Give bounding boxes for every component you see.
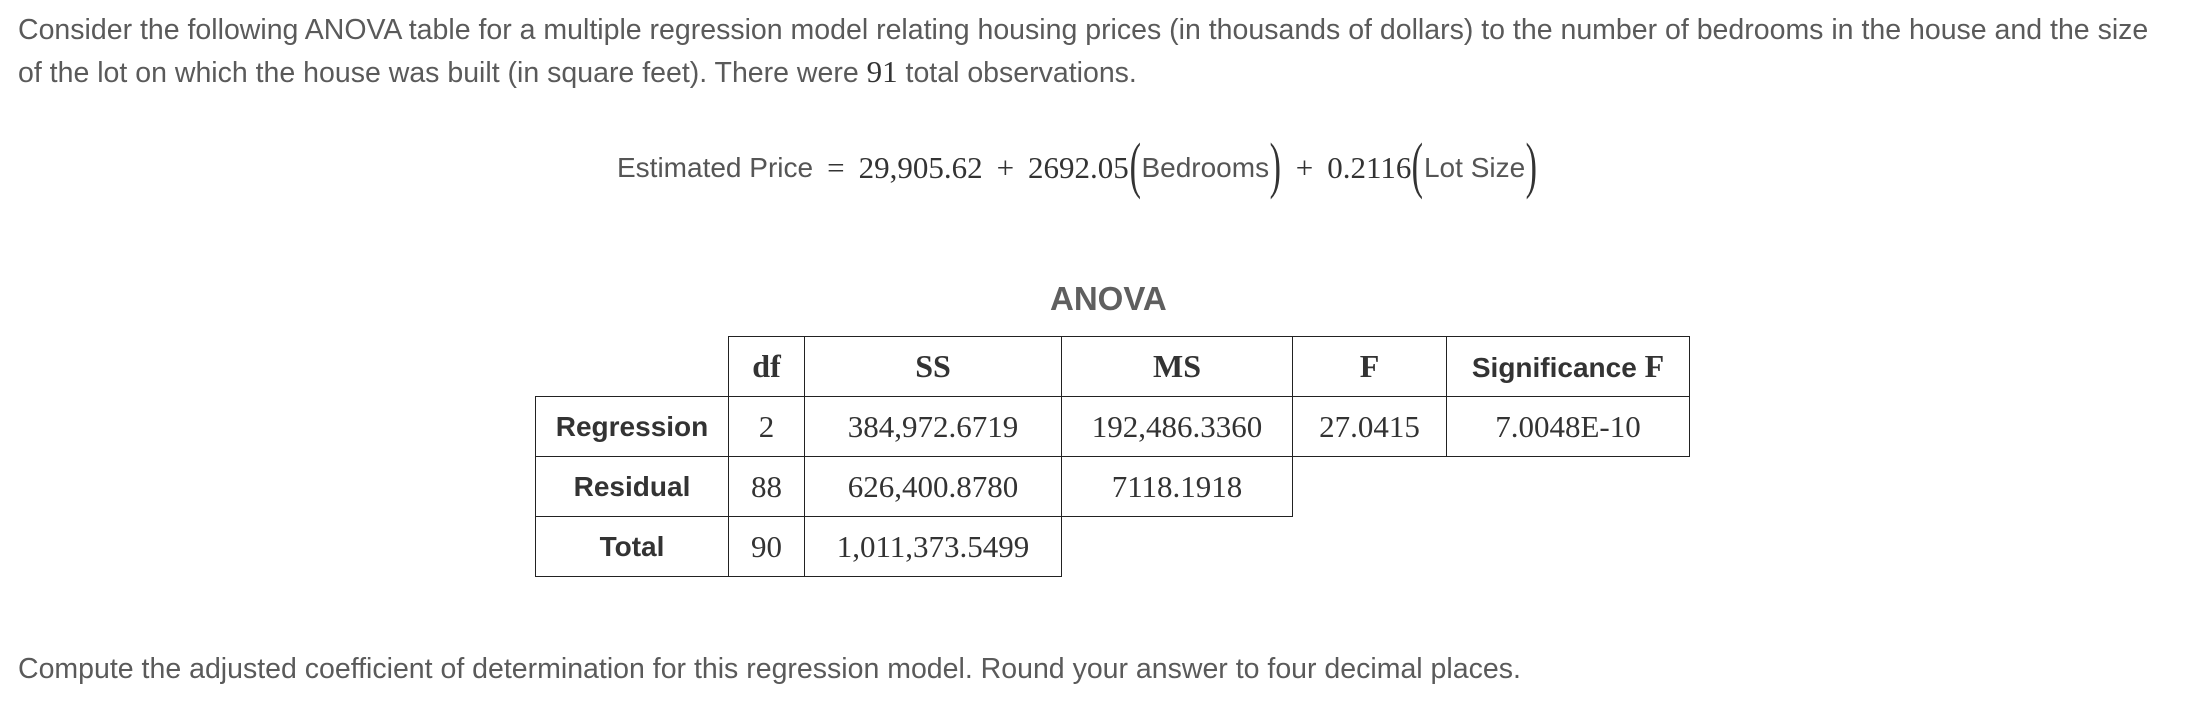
intro-text-after: total observations. [897,57,1137,89]
total-df: 90 [728,516,805,577]
anova-table: df SS MS F Significance F Regression 2 3… [535,336,1690,577]
equation-lhs: Estimated Price [617,152,814,183]
header-ss: SS [804,336,1062,397]
header-df: df [728,336,805,397]
total-blank-f [1293,517,1447,577]
regression-f: 27.0415 [1292,396,1447,457]
total-blank-sig [1447,517,1690,577]
regression-ms: 192,486.3360 [1061,396,1293,457]
header-significance-word: Significance [1471,352,1637,383]
anova-title: ANOVA [1050,280,1167,317]
equation-var-bedrooms: Bedrooms [1141,152,1270,183]
equation-coef-lot-size: 0.2116 [1327,150,1412,185]
total-blank-ms [1062,517,1293,577]
right-paren-1: ) [1269,132,1282,200]
total-ss: 1,011,373.5499 [804,516,1062,577]
row-label-total: Total [535,516,729,577]
header-f: F [1292,336,1447,397]
intro-text-before: Consider the following ANOVA table for a… [18,14,2149,89]
table-row-residual: Residual 88 626,400.8780 7118.1918 [535,456,1690,517]
left-paren-2: ( [1411,132,1424,200]
equation-coef-bedrooms: 2692.05 [1028,150,1129,185]
header-ms: MS [1061,336,1293,397]
equation-intercept: 29,905.62 [858,150,983,185]
observation-count: 91 [866,54,898,89]
header-significance-f: Significance F [1446,336,1690,397]
residual-blank-sig [1447,457,1690,517]
regression-df: 2 [728,396,805,457]
residual-df: 88 [728,456,805,517]
header-significance-f-letter: F [1644,348,1665,384]
left-paren-1: ( [1129,132,1141,200]
row-label-residual: Residual [535,456,729,517]
regression-equation: Estimated Price = 29,905.62 + 2692.05 ( … [617,132,1538,200]
problem-intro: Consider the following ANOVA table for a… [18,10,2178,94]
table-header-row: df SS MS F Significance F [536,336,1690,397]
equation-plus-2: + [1295,150,1314,185]
regression-significance-f: 7.0048E-10 [1446,396,1690,457]
equation-plus-1: + [996,150,1015,185]
equation-equals: = [827,150,845,185]
equation-var-lot-size: Lot Size [1423,152,1526,183]
header-blank-cell [536,337,729,397]
residual-ss: 626,400.8780 [804,456,1062,517]
table-row-regression: Regression 2 384,972.6719 192,486.3360 2… [535,396,1690,457]
residual-ms: 7118.1918 [1061,456,1293,517]
table-row-total: Total 90 1,011,373.5499 [535,516,1690,577]
right-paren-2: ) [1525,132,1538,200]
regression-ss: 384,972.6719 [804,396,1062,457]
question-text: Compute the adjusted coefficient of dete… [18,653,1521,685]
row-label-regression: Regression [535,396,729,457]
residual-blank-f [1293,457,1447,517]
